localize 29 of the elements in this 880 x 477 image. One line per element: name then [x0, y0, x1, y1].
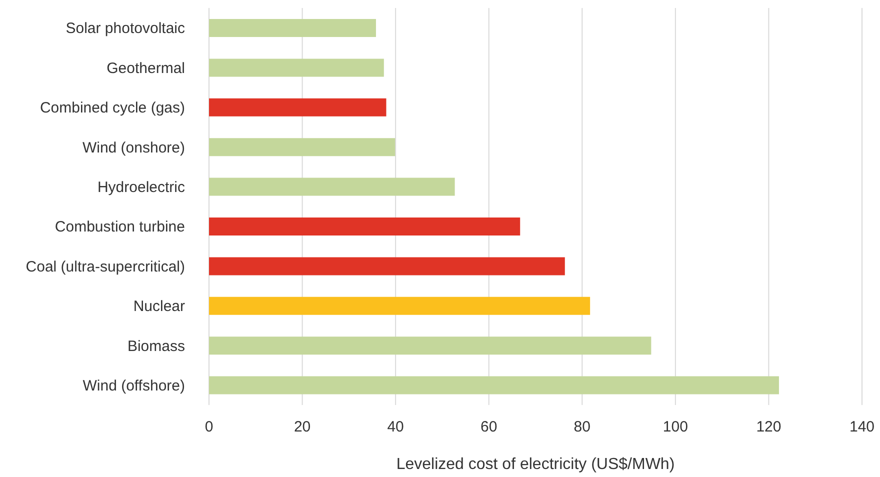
y-tick-label: Nuclear [133, 298, 186, 316]
bar [209, 58, 384, 77]
bar [209, 218, 520, 236]
x-tick-label: 60 [480, 418, 498, 436]
x-axis-title: Levelized cost of electricity (US$/MWh) [396, 456, 675, 473]
y-tick-label: Combined cycle (gas) [40, 100, 185, 117]
bar [209, 138, 396, 156]
x-tick-label: 0 [204, 418, 214, 436]
x-tick-label: 80 [574, 418, 590, 436]
y-tick-label: Coal (ultra-supercritical) [26, 258, 185, 276]
y-tick-label: Solar photovoltaic [66, 20, 186, 38]
y-tick-label: Geothermal [106, 60, 185, 77]
x-tick-label: 120 [756, 418, 782, 436]
bar [209, 336, 652, 355]
x-tick-label: 20 [294, 418, 311, 436]
bar [209, 257, 565, 276]
bar [209, 98, 386, 116]
y-tick-label: Biomass [127, 338, 185, 355]
bar [209, 178, 455, 196]
y-tick-label: Combustion turbine [54, 218, 185, 236]
bar [209, 19, 376, 37]
x-tick-label: 100 [662, 418, 688, 436]
y-tick-label: Wind (offshore) [82, 377, 185, 394]
bar [209, 296, 590, 315]
x-tick-label: 40 [387, 418, 404, 436]
y-tick-label: Hydroelectric [97, 178, 186, 196]
bar [209, 376, 779, 394]
x-tick-label: 140 [849, 418, 875, 436]
y-tick-label: Wind (onshore) [82, 139, 185, 156]
